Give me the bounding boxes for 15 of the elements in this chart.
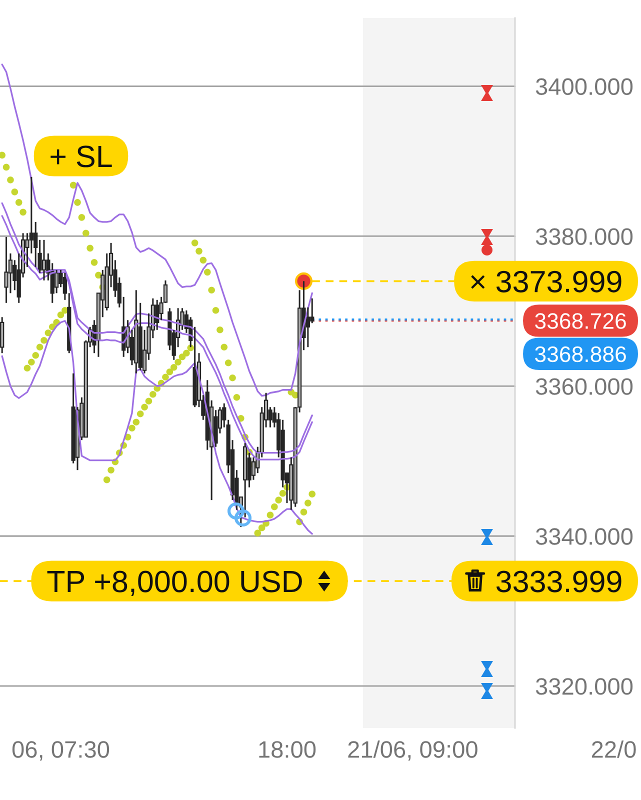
y-tick-label: 3400.000 [536,78,633,96]
y-tick-label: 3320.000 [536,678,633,695]
y-tick-label: 3340.000 [536,528,633,545]
annotation: TP +8,000.00 USD [47,570,302,596]
ref-line-label: 3368.886 [535,346,626,362]
ref-line-label: 3333.999 [496,570,622,592]
ref-line-label: 3368.726 [535,313,626,329]
x-tick-label: 18:00 [259,741,316,758]
y-tick-label: 3380.000 [536,228,633,245]
x-tick-label: 21/06, 09:00 [348,740,478,761]
annotation: + SL [50,146,112,168]
ref-line-label: × 3373.999 [471,270,622,292]
y-tick-label: 3360.000 [536,378,633,395]
x-tick-label: 22/0 [592,740,636,758]
x-tick-label: 06, 07:30 [12,741,110,761]
